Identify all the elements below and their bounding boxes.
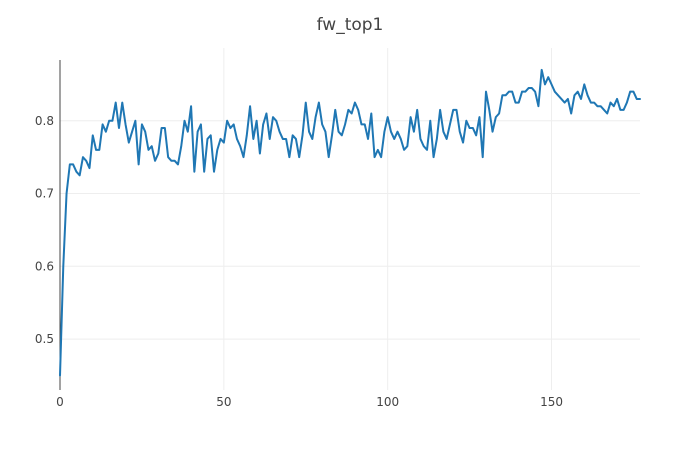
y-tick-label: 0.5 xyxy=(35,332,54,346)
x-tick-label: 150 xyxy=(540,395,563,409)
series-layer xyxy=(59,68,641,377)
x-tick-label: 100 xyxy=(376,395,399,409)
y-tick-label: 0.8 xyxy=(35,114,54,128)
x-tick-label: 0 xyxy=(56,395,64,409)
x-tick-label: 50 xyxy=(216,395,231,409)
y-tick-label: 0.6 xyxy=(35,259,54,273)
grid-lines xyxy=(60,48,640,390)
series-line xyxy=(59,68,641,377)
y-tick-labels: 0.5 0.6 0.7 0.8 xyxy=(35,114,54,346)
y-tick-label: 0.7 xyxy=(35,187,54,201)
chart-title: fw_top1 xyxy=(317,15,384,35)
x-tick-labels: 0 50 100 150 xyxy=(56,395,563,409)
